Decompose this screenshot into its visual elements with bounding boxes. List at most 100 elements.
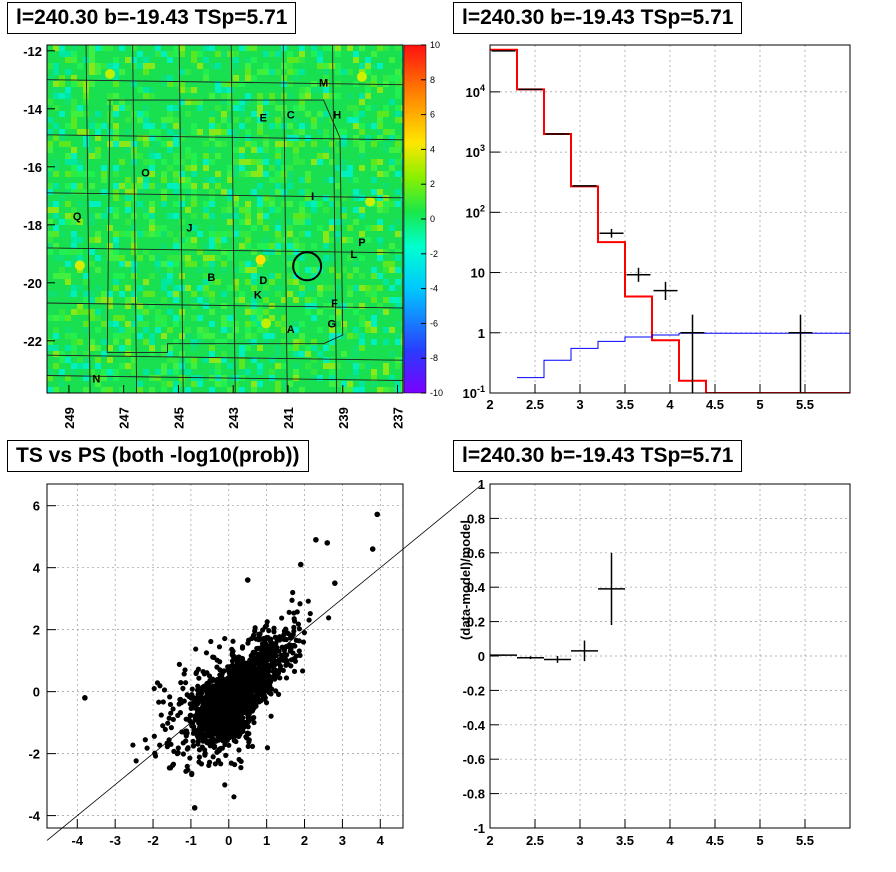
map-cell bbox=[179, 243, 185, 249]
map-cell bbox=[203, 297, 209, 303]
map-cell bbox=[329, 285, 335, 291]
map-cell bbox=[65, 219, 71, 225]
scatter-point bbox=[222, 635, 228, 642]
map-cell bbox=[119, 183, 125, 189]
map-cell bbox=[137, 57, 143, 63]
map-cell bbox=[149, 87, 155, 93]
map-cell bbox=[167, 183, 173, 189]
scatter-x-tick-label: -1 bbox=[185, 833, 197, 848]
map-cell bbox=[173, 285, 179, 291]
map-cell bbox=[113, 105, 119, 111]
map-cell bbox=[323, 357, 329, 363]
map-cell bbox=[215, 339, 221, 345]
map-cell bbox=[311, 357, 317, 363]
map-cell bbox=[65, 51, 71, 57]
map-cell bbox=[389, 129, 395, 135]
map-cell bbox=[83, 273, 89, 279]
colorbar-tick-label: 6 bbox=[430, 110, 435, 120]
map-cell bbox=[263, 255, 269, 261]
map-cell bbox=[245, 267, 251, 273]
map-cell bbox=[275, 153, 281, 159]
map-cell bbox=[149, 93, 155, 99]
map-cell bbox=[125, 363, 131, 369]
map-hotspot bbox=[74, 260, 85, 271]
map-cell bbox=[287, 177, 293, 183]
map-cell bbox=[383, 81, 389, 87]
map-cell bbox=[221, 129, 227, 135]
scatter-point bbox=[233, 738, 239, 745]
map-cell bbox=[107, 387, 113, 393]
map-cell bbox=[65, 327, 71, 333]
map-cell bbox=[329, 201, 335, 207]
map-cell bbox=[71, 159, 77, 165]
map-cell bbox=[227, 321, 233, 327]
map-cell bbox=[257, 201, 263, 207]
map-cell bbox=[251, 333, 257, 339]
map-cell bbox=[227, 123, 233, 129]
map-cell bbox=[203, 159, 209, 165]
map-cell bbox=[95, 153, 101, 159]
map-cell bbox=[377, 207, 383, 213]
map-cell bbox=[269, 243, 275, 249]
map-cell bbox=[329, 339, 335, 345]
map-cell bbox=[365, 63, 371, 69]
scatter-point bbox=[274, 671, 280, 677]
map-cell bbox=[53, 105, 59, 111]
scatter-point bbox=[196, 759, 202, 765]
map-cell bbox=[83, 171, 89, 177]
map-cell bbox=[293, 369, 299, 375]
map-cell bbox=[245, 99, 251, 105]
map-cell bbox=[71, 333, 77, 339]
scatter-point bbox=[249, 707, 255, 713]
map-cell bbox=[287, 291, 293, 297]
map-cell bbox=[233, 381, 239, 387]
map-cell bbox=[323, 237, 329, 243]
map-cell bbox=[65, 375, 71, 381]
scatter-point bbox=[234, 695, 240, 701]
map-cell bbox=[209, 291, 215, 297]
scatter-point bbox=[175, 712, 181, 719]
map-cell bbox=[341, 381, 347, 387]
scatter-point bbox=[259, 690, 265, 696]
map-cell bbox=[251, 249, 257, 255]
map-cell bbox=[263, 147, 269, 153]
map-cell bbox=[53, 135, 59, 141]
colorbar-tick-label: -2 bbox=[430, 249, 438, 259]
map-cell bbox=[299, 321, 305, 327]
scatter-point bbox=[291, 624, 297, 630]
map-cell bbox=[65, 153, 71, 159]
map-cell bbox=[125, 261, 131, 267]
map-cell bbox=[275, 363, 281, 369]
map-cell bbox=[149, 165, 155, 171]
map-cell bbox=[191, 171, 197, 177]
map-cell bbox=[53, 207, 59, 213]
scatter-point bbox=[203, 650, 210, 656]
scatter-point bbox=[216, 747, 222, 753]
map-cell bbox=[191, 201, 197, 207]
map-cell bbox=[329, 315, 335, 321]
map-cell bbox=[233, 285, 239, 291]
map-cell bbox=[155, 225, 161, 231]
map-cell bbox=[47, 345, 53, 351]
map-grid bbox=[47, 45, 403, 393]
map-cell bbox=[107, 63, 113, 69]
map-cell bbox=[131, 249, 137, 255]
scatter-point bbox=[198, 734, 204, 741]
colorbar-tick-label: -10 bbox=[430, 388, 443, 398]
map-cell bbox=[47, 165, 53, 171]
scatter-point bbox=[191, 805, 198, 811]
map-cell bbox=[161, 51, 167, 57]
map-cell bbox=[203, 201, 209, 207]
map-cell bbox=[53, 231, 59, 237]
map-cell bbox=[173, 183, 179, 189]
map-cell bbox=[299, 255, 305, 261]
spectrum-x-tick-label: 5 bbox=[756, 397, 763, 412]
map-cell bbox=[167, 273, 173, 279]
map-y-tick-label: -22 bbox=[23, 334, 42, 349]
map-cell bbox=[299, 249, 305, 255]
map-cell bbox=[53, 93, 59, 99]
map-cell bbox=[281, 321, 287, 327]
map-cell bbox=[65, 159, 71, 165]
map-cell bbox=[389, 387, 395, 393]
scatter-x-tick-label: 1 bbox=[263, 833, 270, 848]
